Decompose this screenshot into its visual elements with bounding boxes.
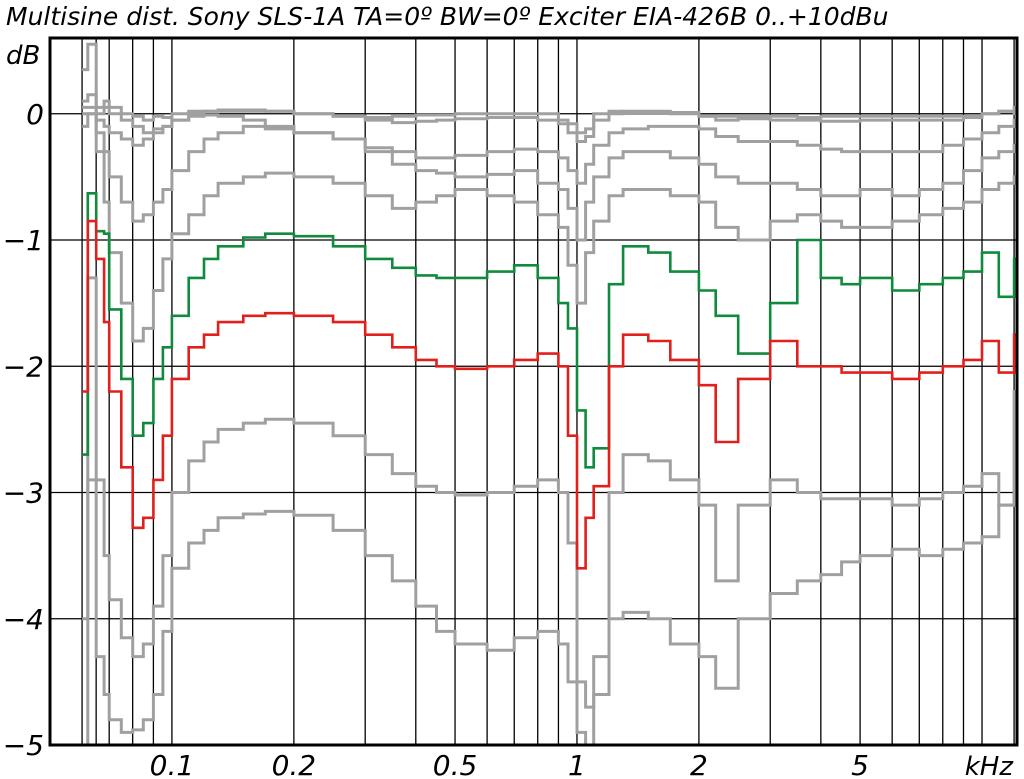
series-gray-line: [82, 93, 1017, 143]
tick-labels: 0 −1 −2 −3 −4 −5 0.1 0.2 0.5 1 2 5 kHz: [3, 98, 1015, 779]
y-tick-label: −3: [3, 477, 44, 510]
series-gray-line: [82, 478, 1017, 747]
plot-frame: [48, 36, 1019, 747]
y-tick-label: −4: [3, 603, 44, 636]
y-tick-label: 0: [26, 98, 44, 131]
y-tick-label: −1: [3, 224, 44, 257]
series-green-line: [82, 192, 1017, 469]
series-group: [82, 42, 1017, 747]
x-tick-label: 1: [568, 749, 586, 779]
y-axis-label: dB: [6, 41, 40, 71]
x-tick-label: 2: [690, 749, 708, 779]
x-tick-label: 0.5: [433, 749, 478, 779]
series-gray-line: [82, 112, 1017, 242]
series-gray-line: [82, 112, 1017, 343]
series-gray-line: [82, 42, 1017, 135]
x-axis-unit-label: kHz: [965, 752, 1015, 779]
series-gray-line: [82, 276, 1017, 709]
y-tick-label: −5: [3, 729, 44, 762]
series-red-line: [82, 219, 1017, 570]
x-tick-label: 5: [851, 749, 869, 779]
x-tick-label: 0.2: [272, 749, 317, 779]
chart-title: Multisine dist. Sony SLS-1A TA=0º BW=0º …: [6, 2, 889, 31]
y-tick-label: −2: [3, 350, 44, 383]
series-gray-line: [82, 105, 1017, 185]
x-tick-label: 0.1: [150, 749, 195, 779]
